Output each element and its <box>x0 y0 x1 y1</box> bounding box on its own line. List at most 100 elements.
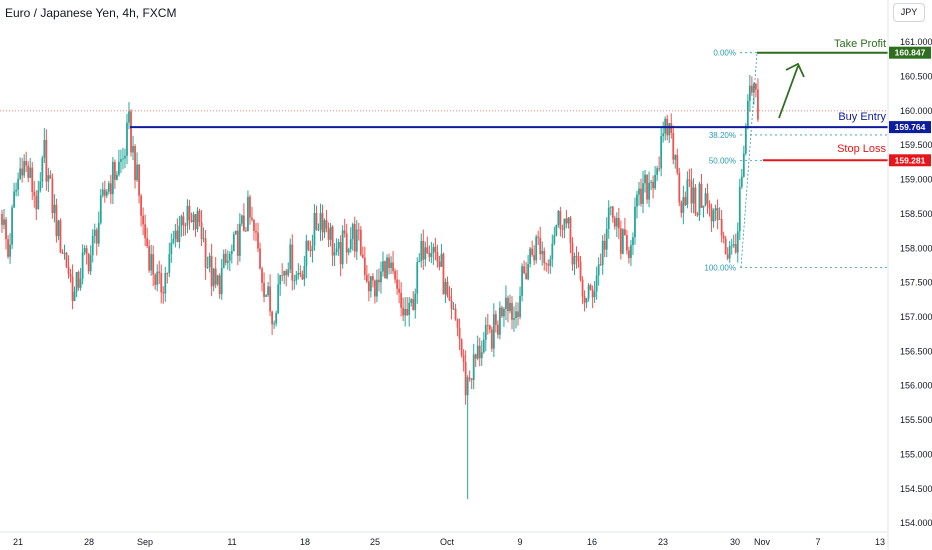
up-arrow-shaft <box>778 65 799 119</box>
candle-body <box>539 237 542 255</box>
candle-body <box>472 354 475 380</box>
fib-level-label: 100.00% <box>704 264 736 273</box>
candle-body <box>482 339 485 353</box>
candle-body <box>253 219 255 232</box>
candle-body <box>93 229 96 236</box>
candle-body <box>563 218 566 230</box>
candle-body <box>89 255 92 272</box>
candle-body <box>263 282 265 297</box>
candle-body <box>577 256 580 262</box>
currency-button[interactable]: JPY <box>893 3 925 22</box>
candle-body <box>238 223 241 256</box>
candle-body <box>648 182 650 200</box>
candle-body <box>361 254 364 258</box>
candle-body <box>674 155 677 160</box>
candle-body <box>752 83 755 93</box>
candle-body <box>470 378 473 380</box>
y-tick-label: 160.500 <box>900 72 932 82</box>
candle-body <box>490 329 493 349</box>
candle-body <box>434 246 437 252</box>
y-tick-label: 157.500 <box>900 278 932 288</box>
fib-level-label: 50.00% <box>709 156 736 165</box>
candle-body <box>97 223 100 244</box>
candle-body <box>3 219 5 225</box>
candle-body <box>172 238 175 243</box>
candle-body <box>599 264 602 266</box>
buy-entry-label: Buy Entry <box>838 111 886 123</box>
candle-body <box>87 253 90 272</box>
candle-body <box>339 242 342 265</box>
candle-body <box>245 230 247 232</box>
candle-body <box>486 325 489 326</box>
candle-body <box>714 208 717 211</box>
candle-body <box>386 257 388 279</box>
candle-body <box>591 289 594 298</box>
x-tick-label: Sep <box>137 537 153 547</box>
candle-body <box>488 325 491 330</box>
candle-body <box>103 189 106 196</box>
candle-body <box>438 261 441 267</box>
candle-body <box>755 83 757 90</box>
candle-body <box>1 213 3 225</box>
candle-body <box>327 228 330 240</box>
x-tick-label: 21 <box>13 537 23 547</box>
candle-body <box>716 208 719 220</box>
candle-body <box>287 269 290 276</box>
candle-body <box>712 210 715 222</box>
candle-body <box>398 288 401 293</box>
candle-body <box>396 279 398 289</box>
candle-body <box>345 233 348 253</box>
candle-body <box>607 207 610 230</box>
candle-body <box>744 126 747 154</box>
candle-body <box>468 377 471 379</box>
candle-body <box>432 246 435 254</box>
candle-body <box>442 253 445 295</box>
candle-body <box>196 210 199 230</box>
candle-body <box>341 230 344 265</box>
candle-body <box>632 237 634 246</box>
y-tick-label: 156.500 <box>900 346 932 356</box>
y-tick-label: 156.000 <box>900 381 932 391</box>
candle-body <box>603 240 606 250</box>
candle-body <box>541 250 544 255</box>
candle-body <box>279 275 282 285</box>
candle-body <box>706 193 709 204</box>
candle-body <box>380 271 382 283</box>
x-tick-label: 30 <box>730 537 740 547</box>
candle-body <box>236 230 239 256</box>
candle-body <box>388 257 390 268</box>
candle-body <box>446 281 449 296</box>
candle-body <box>41 157 44 182</box>
stop-loss-label: Stop Loss <box>837 143 886 155</box>
stop-loss-value-tag <box>889 154 931 167</box>
candle-body <box>696 213 699 216</box>
candle-body <box>321 213 324 233</box>
candle-body <box>275 312 278 324</box>
candle-body <box>535 236 538 261</box>
y-tick-label: 159.500 <box>900 140 932 150</box>
candle-body <box>392 262 394 272</box>
candle-body <box>543 250 546 264</box>
candle-body <box>283 271 286 276</box>
candle-body <box>319 213 322 230</box>
candle-body <box>130 111 132 153</box>
candle-body <box>704 193 707 206</box>
candle-body <box>436 251 439 262</box>
candle-body <box>164 273 167 294</box>
candle-body <box>204 238 207 268</box>
candle-body <box>601 240 604 266</box>
candle-body <box>501 307 503 317</box>
candle-body <box>369 276 372 292</box>
candle-body <box>124 155 126 159</box>
fib-level-label: 0.00% <box>713 49 736 58</box>
candle-body <box>35 195 38 210</box>
candle-body <box>476 345 479 359</box>
candle-body <box>309 249 312 251</box>
candle-body <box>57 220 60 237</box>
candle-body <box>684 197 687 205</box>
candle-body <box>113 162 116 180</box>
candle-body <box>37 190 40 210</box>
candle-body <box>440 253 443 267</box>
candle-body <box>19 168 22 179</box>
candle-body <box>247 196 249 232</box>
